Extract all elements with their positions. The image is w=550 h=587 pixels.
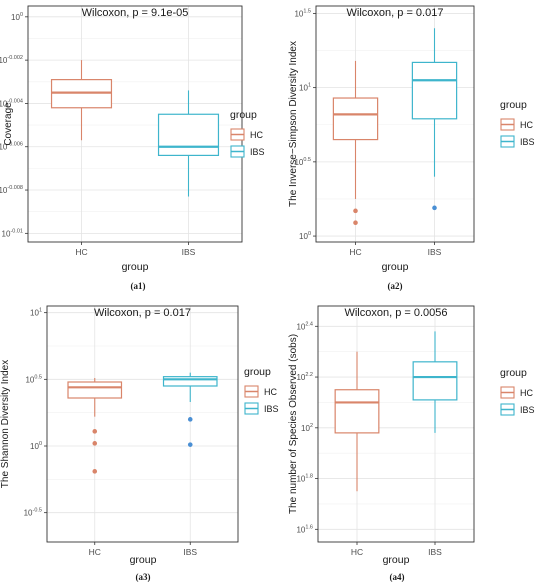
x-tick-label: HC: [89, 547, 101, 557]
y-tick-label: 102.4: [296, 321, 313, 331]
y-axis-title: The number of Species Observed (sobs): [288, 334, 299, 514]
y-axis-title: Coverage: [3, 102, 14, 146]
panel-caption: (a2): [388, 281, 403, 291]
outlier-point: [432, 205, 437, 211]
box-iqr: [412, 361, 458, 401]
y-tick-label: 101: [30, 308, 42, 318]
stat-annotation: Wilcoxon, p = 9.1e-05: [82, 7, 189, 19]
y-tick-label: 100: [30, 441, 42, 451]
box-iqr: [332, 97, 379, 141]
panel-caption: (a3): [136, 572, 151, 582]
legend-label-ibs: IBS: [250, 147, 265, 157]
outlier-point: [187, 417, 193, 422]
legend-title: group: [230, 109, 257, 121]
box-hc: [332, 60, 379, 226]
y-tick-label: 101: [299, 83, 311, 93]
x-tick-label: HC: [349, 247, 361, 257]
panel-caption: (a1): [131, 281, 146, 291]
y-axis-title: The Shannon Diversity Index: [0, 360, 11, 488]
plot-border: [46, 305, 239, 543]
box-hc: [67, 378, 123, 474]
box-iqr: [67, 381, 123, 399]
y-tick-label: 100.5: [25, 374, 42, 384]
y-tick-label: 10-0.006: [0, 142, 23, 152]
x-tick-label: HC: [75, 247, 87, 257]
stat-annotation: Wilcoxon, p = 0.017: [94, 307, 191, 319]
box-ibs: [157, 90, 220, 197]
box-iqr: [334, 389, 380, 434]
x-tick-label: IBS: [182, 247, 196, 257]
legend-title: group: [500, 367, 527, 379]
panel-a2: 101.5 101 100.5 100 HC IBS Wilcoxon, p = 0.017…: [288, 5, 535, 291]
box-iqr: [162, 376, 218, 387]
x-axis-title: group: [130, 554, 157, 566]
legend: group HC IBS: [230, 109, 265, 158]
x-tick-label: IBS: [428, 247, 442, 257]
outlier-point: [92, 429, 98, 434]
legend: group HC IBS: [244, 366, 279, 415]
x-axis-title: group: [383, 554, 410, 566]
x-tick-label: IBS: [183, 547, 197, 557]
box-hc: [50, 60, 113, 141]
stat-annotation: Wilcoxon, p = 0.017: [347, 7, 444, 19]
panel-a1: 100 10-0.002 10-0.004 10-0.006 10-0.008 10-0.…: [0, 5, 265, 291]
outlier-point: [353, 208, 358, 214]
panel-caption: (a4): [390, 572, 405, 582]
y-tick-label: 10-0.01: [2, 228, 23, 238]
box-iqr: [411, 61, 458, 120]
x-axis-title: group: [122, 261, 149, 273]
outlier-point: [187, 442, 193, 447]
plot-area: [47, 306, 238, 542]
box-ibs: [162, 372, 218, 447]
outlier-point: [92, 441, 98, 446]
box-iqr: [157, 113, 220, 156]
y-axis-title: The Inverse−Simpson Diversity Index: [288, 41, 299, 207]
legend: group HC IBS: [500, 367, 535, 416]
y-tick-label: 101.8: [296, 474, 313, 484]
y-tick-label: 102.2: [296, 372, 313, 382]
box-ibs: [411, 28, 458, 211]
y-tick-label: 101.6: [296, 524, 313, 534]
plot-border: [315, 5, 475, 243]
x-tick-label: IBS: [428, 547, 442, 557]
panel-a4: 102.4 102.2 102 101.8 101.6 HC IBS Wilcoxon, p …: [288, 305, 535, 582]
legend-label-ibs: IBS: [520, 405, 535, 415]
legend-label-hc: HC: [520, 120, 533, 130]
box-ibs: [412, 331, 458, 433]
y-tick-label: 101.5: [294, 8, 311, 18]
y-tick-label: 102: [301, 423, 313, 433]
y-tick-label: 10-0.008: [0, 185, 23, 195]
legend-title: group: [244, 366, 271, 378]
stat-annotation: Wilcoxon, p = 0.0056: [344, 307, 447, 319]
legend-label-hc: HC: [250, 130, 263, 140]
legend: group HC IBS: [500, 99, 535, 148]
legend-label-ibs: IBS: [520, 137, 535, 147]
outlier-point: [92, 469, 98, 474]
y-tick-label: 100: [11, 12, 23, 22]
y-tick-label: 100: [299, 231, 311, 241]
legend-label-hc: HC: [520, 388, 533, 398]
y-tick-label: 10-0.5: [24, 508, 42, 518]
y-tick-label: 10-0.004: [0, 98, 23, 108]
box-hc: [334, 351, 380, 492]
legend-label-ibs: IBS: [264, 404, 279, 414]
y-tick-label: 100.5: [294, 157, 311, 167]
legend-title: group: [500, 99, 527, 111]
plot-border: [27, 5, 243, 243]
y-tick-label: 10-0.002: [0, 55, 23, 65]
x-tick-label: HC: [351, 547, 363, 557]
legend-label-hc: HC: [264, 387, 277, 397]
outlier-point: [353, 220, 358, 226]
panel-a3: 101 100.5 100 10-0.5 HC IBS Wilcoxon, p = 0.01…: [0, 305, 279, 582]
plot-border: [317, 305, 475, 543]
x-axis-title: group: [382, 261, 409, 273]
